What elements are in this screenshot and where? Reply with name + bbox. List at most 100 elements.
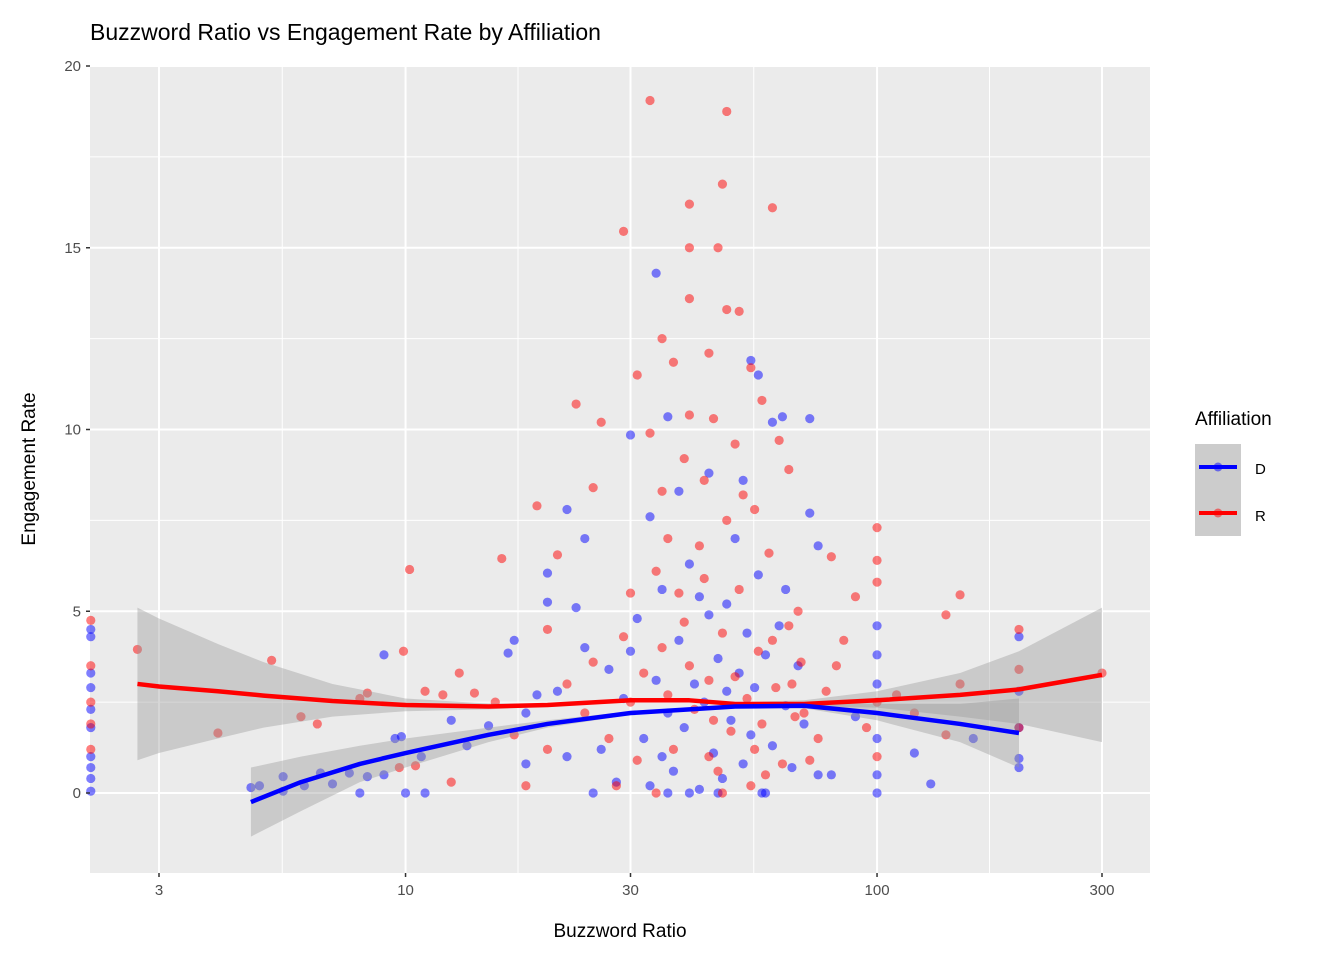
point-d <box>713 653 723 664</box>
point-r <box>663 690 673 700</box>
point-r <box>86 615 96 625</box>
point-r <box>684 661 695 671</box>
point-r <box>632 370 642 380</box>
point-d <box>86 752 96 762</box>
point-r <box>713 766 723 776</box>
point-r <box>362 688 372 698</box>
point-d <box>379 650 389 660</box>
point-d <box>580 533 590 544</box>
point-d <box>657 584 667 595</box>
point-r <box>296 712 306 722</box>
point-r <box>625 588 636 598</box>
point-d <box>542 597 553 607</box>
point-r <box>730 672 740 682</box>
point-d <box>532 690 542 700</box>
point-d <box>774 621 784 631</box>
point-r <box>771 682 781 693</box>
point-r <box>722 106 732 117</box>
point-r <box>746 781 756 791</box>
point-d <box>379 770 389 780</box>
point-r <box>717 788 728 798</box>
point-d <box>542 568 553 578</box>
y-tick-label: 0 <box>73 785 81 802</box>
point-d <box>746 355 756 366</box>
point-d <box>509 635 519 645</box>
point-d <box>722 599 732 609</box>
point-r <box>717 628 728 638</box>
point-d <box>552 686 563 696</box>
point-r <box>713 243 723 253</box>
point-d <box>805 413 815 424</box>
point-r <box>404 564 415 575</box>
ribbon-r <box>137 607 1102 761</box>
point-d <box>684 559 695 569</box>
y-tick-label: 5 <box>73 603 81 620</box>
point-r <box>909 708 919 718</box>
point-d <box>872 621 882 631</box>
point-r <box>497 553 507 564</box>
point-r <box>267 655 277 665</box>
point-d <box>668 766 679 776</box>
point-d <box>327 779 338 789</box>
point-r <box>750 504 760 515</box>
point-r <box>757 719 767 729</box>
point-d <box>704 610 714 620</box>
point-r <box>611 781 621 791</box>
point-r <box>679 453 689 464</box>
point-d <box>596 744 606 754</box>
ribbon-d <box>250 698 1019 837</box>
point-r <box>651 788 661 798</box>
point-r <box>790 712 800 722</box>
point-r <box>398 646 409 656</box>
point-r <box>784 464 794 475</box>
x-tick-label: 10 <box>397 882 414 899</box>
point-r <box>826 552 836 562</box>
point-d <box>483 721 494 731</box>
legend-key-background <box>1195 444 1241 536</box>
point-d <box>684 788 695 798</box>
point-d <box>813 541 823 551</box>
point-r <box>872 577 882 587</box>
axes: 3 10 30 100 300 0 5 10 15 20 <box>64 58 1114 899</box>
point-d <box>850 712 861 722</box>
point-r <box>438 690 448 700</box>
point-r <box>872 523 882 533</box>
point-r <box>753 646 763 656</box>
point-d <box>562 752 572 762</box>
point-r <box>777 759 788 769</box>
point-r <box>738 490 748 500</box>
point-r <box>410 761 421 771</box>
point-r <box>571 399 581 409</box>
point-r <box>699 573 709 584</box>
point-d <box>521 759 531 769</box>
point-d <box>663 412 673 422</box>
point-d <box>1014 753 1024 764</box>
point-r <box>657 334 667 344</box>
point-d <box>86 682 96 693</box>
point-d <box>657 752 667 762</box>
point-r <box>86 661 96 671</box>
point-r <box>679 617 689 627</box>
point-r <box>618 226 629 236</box>
point-d <box>651 675 661 685</box>
point-r <box>722 515 732 525</box>
point-r <box>767 203 778 213</box>
point-r <box>694 541 704 551</box>
point-d <box>968 733 978 744</box>
point-r <box>521 781 531 791</box>
point-d <box>278 772 288 782</box>
point-r <box>657 643 667 653</box>
point-d <box>694 592 704 602</box>
point-r <box>799 708 809 718</box>
point-d <box>462 741 472 751</box>
point-d <box>753 370 763 380</box>
point-r <box>717 179 728 189</box>
point-r <box>668 744 679 754</box>
point-d <box>746 730 756 740</box>
point-r <box>213 728 223 738</box>
smooth-line-r <box>137 672 1103 709</box>
point-d <box>86 773 96 784</box>
point-r <box>446 777 456 787</box>
point-r <box>941 610 951 620</box>
point-d <box>416 752 426 762</box>
